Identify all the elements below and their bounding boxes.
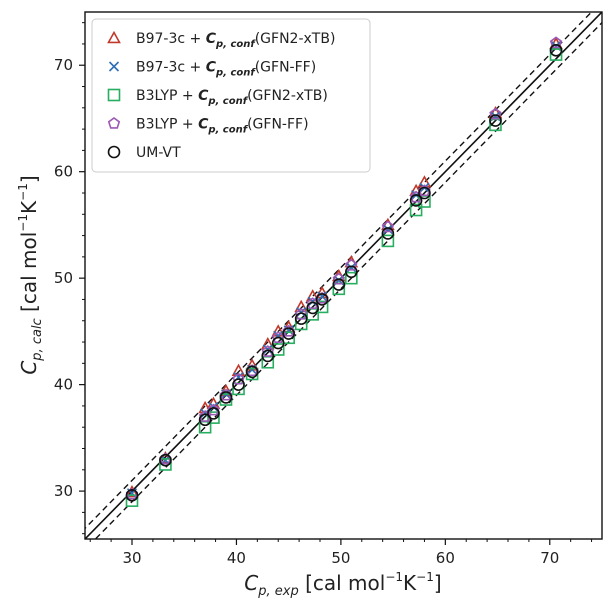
legend-marker-pentagon [107,117,121,129]
x-tick-label: 70 [540,549,559,567]
point-square [345,271,358,285]
point-x [307,296,318,307]
point-circle [332,278,346,291]
x-tick-label: 40 [227,549,246,567]
point-pentagon [345,258,358,271]
legend-box [91,18,371,173]
point-x [296,307,307,318]
point-x [317,291,328,302]
legend-entry: B97-3c + Cp, conf(GFN2-xTB) [107,30,335,50]
y-axis-label-unit: [cal mol [17,232,41,319]
legend-entry: B97-3c + Cp, conf(GFN-FF) [108,60,316,79]
x-tick-label: 60 [436,549,455,567]
identity-line [85,12,602,539]
y-axis-label-sup1: −1 [16,214,30,232]
point-circle [245,365,259,379]
x-axis-label-sup1: −1 [385,570,403,584]
legend: B97-3c + Cp, conf(GFN2-xTB) B97-3c + Cp, … [91,18,371,173]
point-circle [489,114,502,127]
x-axis-label-symbol: C [244,571,258,595]
point-circle [345,265,358,279]
point-circle [418,186,431,200]
y-axis-label-end: ] [17,175,41,183]
y-tick-label: 70 [54,56,73,74]
point-pentagon [232,372,245,385]
legend-marker-x [108,61,120,72]
point-circle [409,194,423,207]
point-circle [381,227,395,240]
point-pentagon [332,272,345,285]
data-points [125,36,563,507]
point-pentagon [261,345,274,357]
series-4 [125,44,563,502]
y-axis-label-sup2: −1 [16,183,30,201]
point-square [549,48,563,61]
point-circle [125,489,139,502]
point-square [207,411,220,424]
point-circle [271,336,285,350]
legend-label: B3LYP + Cp, conf(GFN-FF) [136,117,309,136]
point-circle [549,44,563,57]
x-axis-label-subscript: p, exp [257,584,298,599]
y-tick-label: 30 [54,482,73,500]
point-circle [159,453,172,467]
point-pentagon [295,307,308,320]
point-x [262,344,273,355]
point-square [409,203,423,217]
point-circle [261,349,275,363]
legend-marker-square [107,88,121,102]
legend-label: B97-3c + Cp, conf(GFN-FF) [136,60,316,79]
point-circle [219,391,233,404]
y-tick-label: 40 [54,376,73,394]
legend-marker-triangle [107,30,121,44]
y-axis-label: Cp, calc [cal mol−1K−1] [16,175,45,374]
point-pentagon [489,107,502,120]
point-circle [232,378,245,391]
point-circle [294,312,308,325]
y-tick-label: 50 [54,269,73,287]
legend-label: UM-VT [136,145,181,161]
point-x [283,325,294,336]
y-tick-label: 60 [54,163,73,181]
point-pentagon [272,331,285,344]
error-band-line-1 [85,12,593,530]
x-axis: 30 40 50 60 70 [89,539,593,567]
point-triangle [231,363,246,376]
point-x [208,401,219,413]
point-pentagon [381,220,395,233]
y-axis-label-symbol: C [17,361,41,375]
point-square [159,458,172,471]
point-circle [315,293,329,306]
x-axis-label: Cp, exp [cal mol−1K−1] [244,570,441,599]
y-axis-label-k: K [17,200,41,214]
point-circle [207,407,220,420]
legend-marker-circle [107,145,121,159]
y-axis-label-subscript: p, calc [30,318,45,361]
point-pentagon [207,403,220,416]
plot-frame [84,11,603,540]
legend-entry: B3LYP + Cp, conf(GFN2-xTB) [107,88,328,107]
point-triangle [344,255,359,268]
legend-entry: UM-VT [107,145,181,161]
point-square [381,234,395,248]
x-axis-label-k: K [403,571,417,595]
x-tick-label: 50 [331,549,350,567]
point-circle [306,301,319,315]
legend-label: B97-3c + Cp, conf(GFN2-xTB) [136,31,335,50]
point-circle [282,327,295,340]
x-axis-label-unit: [cal mol [299,571,386,595]
point-pentagon [549,36,563,49]
legend-entry: B3LYP + Cp, conf(GFN-FF) [107,117,309,136]
point-circle [198,413,212,427]
x-axis-label-sup2: −1 [416,570,434,584]
x-tick-label: 30 [122,549,141,567]
point-square [125,494,139,507]
x-axis-label-end: ] [434,571,442,595]
legend-label: B3LYP + Cp, conf(GFN2-xTB) [136,88,328,107]
y-axis: 30 40 50 60 70 [54,22,85,535]
